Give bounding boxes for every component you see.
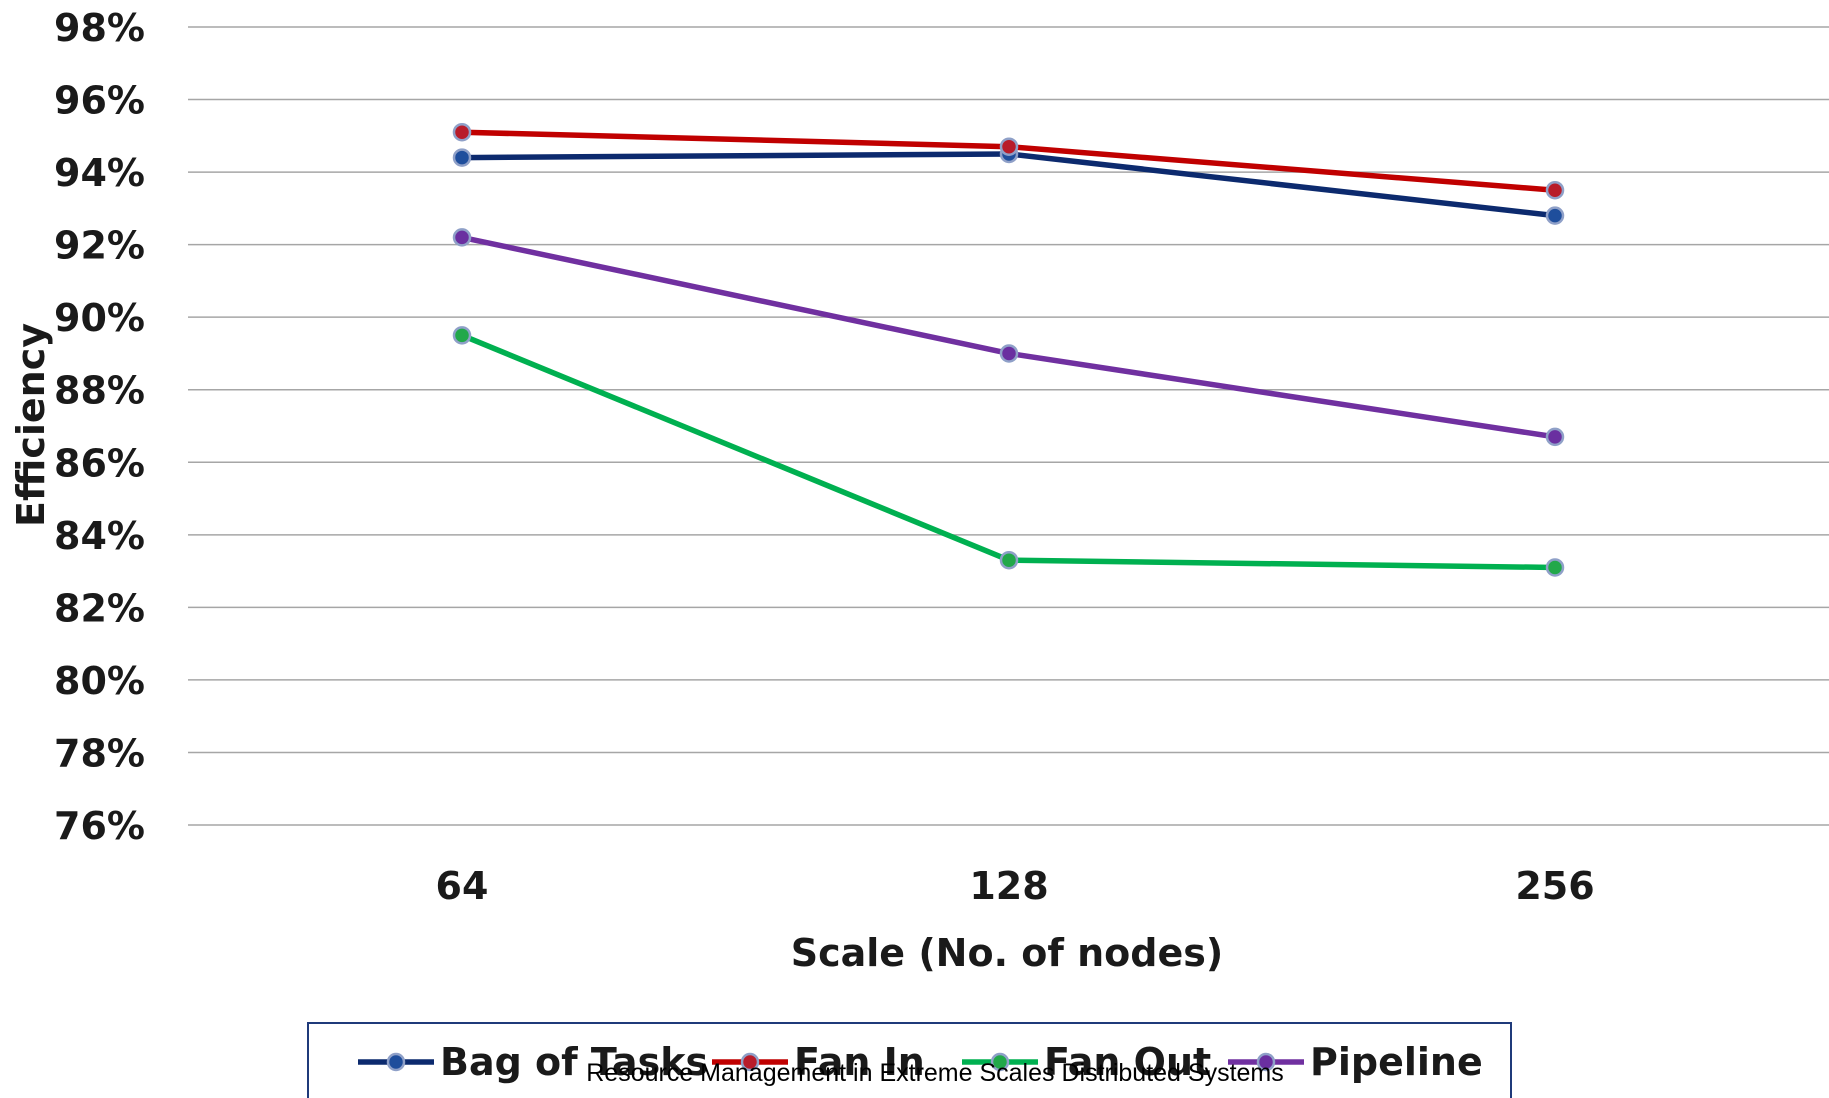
y-tick-label: 90%: [54, 296, 145, 340]
grid-lines: [188, 26, 1829, 826]
legend-swatch-marker: [386, 1052, 406, 1072]
data-point: [452, 228, 472, 247]
y-axis-ticks: 76% 78% 80% 82% 84% 86% 88% 90% 92% 94% 96% 98%: [54, 6, 145, 848]
series-lines: [452, 122, 1565, 577]
series-fan-out: [452, 326, 1565, 577]
legend-item: Fan In: [712, 1040, 925, 1084]
legend: Bag of Tasks Fan In Fan Out Pipeline: [307, 1022, 1512, 1098]
data-point: [1545, 180, 1565, 200]
x-tick-label: 64: [436, 864, 489, 908]
legend-label: Fan In: [794, 1040, 925, 1084]
data-point: [999, 344, 1019, 363]
y-tick-label: 84%: [54, 514, 145, 558]
legend-swatch-marker: [740, 1052, 760, 1072]
data-point: [1545, 206, 1565, 225]
x-axis-title: Scale (No. of nodes): [791, 931, 1224, 975]
y-tick-label: 88%: [54, 369, 145, 413]
y-tick-label: 98%: [54, 6, 145, 50]
data-point: [1545, 427, 1565, 447]
legend-label: Pipeline: [1310, 1040, 1483, 1084]
series-line: [459, 151, 1558, 219]
x-tick-label: 256: [1515, 864, 1594, 908]
series-pipeline: [452, 228, 1565, 447]
data-point: [999, 550, 1019, 570]
series-line: [459, 332, 1558, 571]
legend-swatch-marker: [1256, 1052, 1276, 1072]
series-bag-of-tasks: [452, 144, 1565, 225]
legend-item: Pipeline: [1228, 1040, 1483, 1084]
legend-item: Fan Out: [962, 1040, 1211, 1084]
legend-item: Bag of Tasks: [358, 1040, 708, 1084]
y-tick-label: 96%: [54, 79, 145, 123]
series-fan-in: [452, 122, 1565, 200]
data-point: [452, 326, 472, 345]
data-point: [452, 148, 472, 167]
y-tick-label: 82%: [54, 586, 145, 630]
y-axis-title: Efficiency: [9, 323, 53, 527]
y-tick-label: 86%: [54, 441, 145, 485]
legend-label: Bag of Tasks: [440, 1040, 708, 1084]
data-point: [999, 137, 1019, 156]
legend-label: Fan Out: [1044, 1040, 1211, 1084]
legend-swatch-marker: [990, 1052, 1010, 1072]
legend-items: Bag of Tasks Fan In Fan Out Pipeline: [358, 1040, 1483, 1084]
x-axis-ticks: 64 128 256: [436, 864, 1595, 908]
y-tick-label: 80%: [54, 659, 145, 703]
y-tick-label: 94%: [54, 151, 145, 195]
x-tick-label: 128: [969, 864, 1048, 908]
y-tick-label: 92%: [54, 224, 145, 268]
data-point: [1545, 558, 1565, 577]
series-line: [459, 234, 1558, 440]
y-tick-label: 78%: [54, 731, 145, 775]
data-point: [452, 122, 472, 142]
footer-caption: Resource Management in Extreme Scales Di…: [586, 1059, 1284, 1087]
y-tick-label: 76%: [54, 804, 145, 848]
legend-box: [307, 1022, 1512, 1098]
